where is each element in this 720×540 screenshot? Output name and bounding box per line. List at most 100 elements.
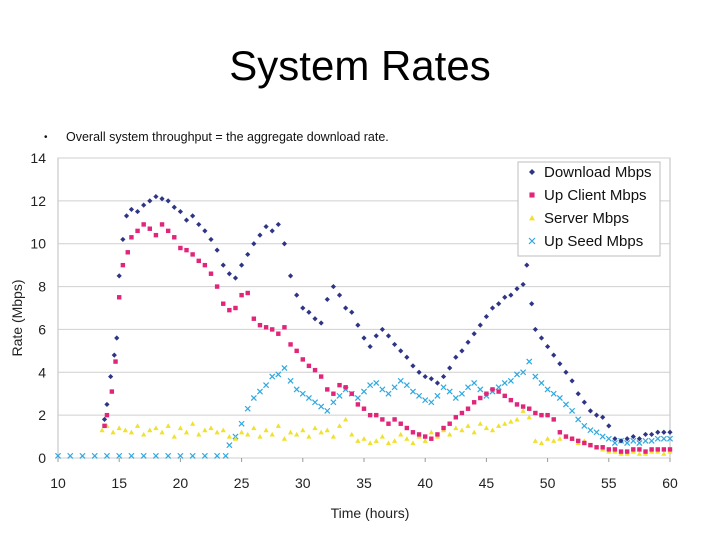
data-point (190, 421, 196, 426)
data-point (483, 425, 489, 431)
data-point (251, 316, 257, 321)
data-point (490, 387, 495, 392)
data-point (110, 429, 116, 435)
data-point (440, 384, 447, 391)
data-point (222, 452, 229, 459)
x-tick-label: 45 (479, 475, 495, 491)
data-point (435, 432, 440, 437)
data-point (343, 385, 348, 390)
data-point (125, 250, 130, 255)
data-point (281, 436, 288, 441)
data-point (600, 445, 605, 450)
data-point (520, 404, 526, 409)
y-tick-label: 2 (38, 407, 46, 423)
data-point (227, 307, 232, 313)
data-point (588, 442, 593, 448)
data-point (91, 452, 98, 459)
data-point (416, 392, 423, 399)
data-point (233, 305, 238, 311)
data-point (409, 388, 416, 395)
data-point (465, 384, 472, 391)
data-point (349, 391, 354, 396)
data-point (177, 425, 183, 431)
data-point (569, 436, 575, 441)
data-point (336, 423, 343, 428)
data-point (113, 359, 118, 364)
data-point (452, 394, 459, 402)
data-point (496, 301, 502, 307)
data-point (643, 449, 648, 454)
data-point (165, 228, 171, 234)
data-point (165, 452, 172, 459)
data-point (293, 386, 300, 393)
data-point (397, 377, 404, 384)
data-point (263, 427, 269, 433)
data-point (147, 226, 153, 231)
data-point (354, 394, 361, 402)
data-point (183, 429, 190, 435)
data-point (661, 447, 667, 452)
data-point (171, 433, 177, 439)
data-point (257, 322, 263, 328)
data-point (465, 406, 471, 411)
data-point (434, 392, 441, 399)
data-point (208, 425, 214, 431)
data-point (434, 380, 441, 386)
data-point (367, 440, 373, 446)
data-point (373, 438, 379, 443)
data-point (666, 435, 674, 442)
data-point (114, 335, 120, 341)
data-point (391, 384, 398, 391)
data-point (318, 374, 324, 379)
data-point (214, 284, 220, 289)
data-point (379, 386, 386, 393)
data-point (294, 348, 299, 354)
data-point (593, 429, 600, 436)
data-point (630, 433, 636, 440)
data-point (458, 390, 465, 397)
y-tick-label: 12 (30, 193, 46, 209)
data-point (287, 377, 294, 384)
data-point (300, 357, 306, 362)
data-point (563, 434, 569, 439)
data-point (661, 451, 667, 456)
data-point (441, 425, 446, 431)
data-point (202, 427, 208, 433)
data-point (379, 433, 385, 439)
data-point (562, 401, 569, 408)
data-point (300, 305, 306, 311)
data-point (140, 452, 147, 459)
data-point (159, 222, 165, 227)
data-point (331, 391, 336, 396)
data-point (575, 438, 581, 444)
data-point (147, 427, 153, 433)
data-point (637, 447, 642, 452)
x-tick-label: 50 (540, 475, 556, 491)
y-tick-label: 4 (38, 364, 46, 380)
data-point (660, 435, 667, 442)
data-point (122, 427, 128, 433)
data-point (636, 436, 642, 442)
data-point (538, 379, 545, 387)
data-point (410, 440, 416, 446)
data-point (288, 342, 293, 347)
data-point (453, 425, 459, 431)
data-point (422, 438, 428, 443)
data-point (545, 412, 550, 418)
data-point (111, 352, 117, 358)
data-point (312, 399, 319, 406)
data-point (318, 429, 324, 435)
data-point (447, 421, 452, 426)
data-point (184, 247, 189, 253)
data-point (306, 433, 312, 439)
data-point (556, 394, 563, 402)
data-point (177, 452, 184, 459)
x-tick-label: 20 (173, 475, 189, 491)
x-tick-label: 10 (50, 475, 66, 491)
data-point (606, 447, 612, 452)
data-point (507, 377, 514, 384)
data-point (428, 429, 434, 435)
data-point (532, 373, 539, 380)
data-point (214, 452, 221, 459)
data-point (569, 407, 576, 414)
